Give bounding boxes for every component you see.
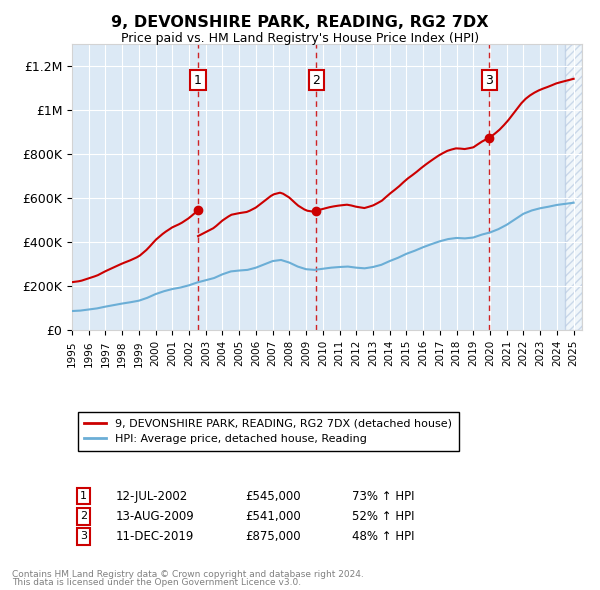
Text: 9, DEVONSHIRE PARK, READING, RG2 7DX: 9, DEVONSHIRE PARK, READING, RG2 7DX <box>111 15 489 30</box>
Text: Contains HM Land Registry data © Crown copyright and database right 2024.: Contains HM Land Registry data © Crown c… <box>12 570 364 579</box>
Bar <box>565 44 582 330</box>
Text: 2: 2 <box>80 512 87 522</box>
Text: 1: 1 <box>194 74 202 87</box>
Text: 13-AUG-2009: 13-AUG-2009 <box>115 510 194 523</box>
Text: £545,000: £545,000 <box>245 490 301 503</box>
Text: 73% ↑ HPI: 73% ↑ HPI <box>353 490 415 503</box>
Text: 52% ↑ HPI: 52% ↑ HPI <box>353 510 415 523</box>
Text: 12-JUL-2002: 12-JUL-2002 <box>115 490 188 503</box>
Text: £875,000: £875,000 <box>245 530 301 543</box>
Text: 11-DEC-2019: 11-DEC-2019 <box>115 530 194 543</box>
Text: £541,000: £541,000 <box>245 510 301 523</box>
Text: 3: 3 <box>80 532 87 542</box>
Legend: 9, DEVONSHIRE PARK, READING, RG2 7DX (detached house), HPI: Average price, detac: 9, DEVONSHIRE PARK, READING, RG2 7DX (de… <box>77 412 459 451</box>
Text: This data is licensed under the Open Government Licence v3.0.: This data is licensed under the Open Gov… <box>12 578 301 587</box>
Text: 48% ↑ HPI: 48% ↑ HPI <box>353 530 415 543</box>
Text: 2: 2 <box>313 74 320 87</box>
Text: 1: 1 <box>80 491 87 502</box>
Text: 3: 3 <box>485 74 493 87</box>
Text: Price paid vs. HM Land Registry's House Price Index (HPI): Price paid vs. HM Land Registry's House … <box>121 32 479 45</box>
